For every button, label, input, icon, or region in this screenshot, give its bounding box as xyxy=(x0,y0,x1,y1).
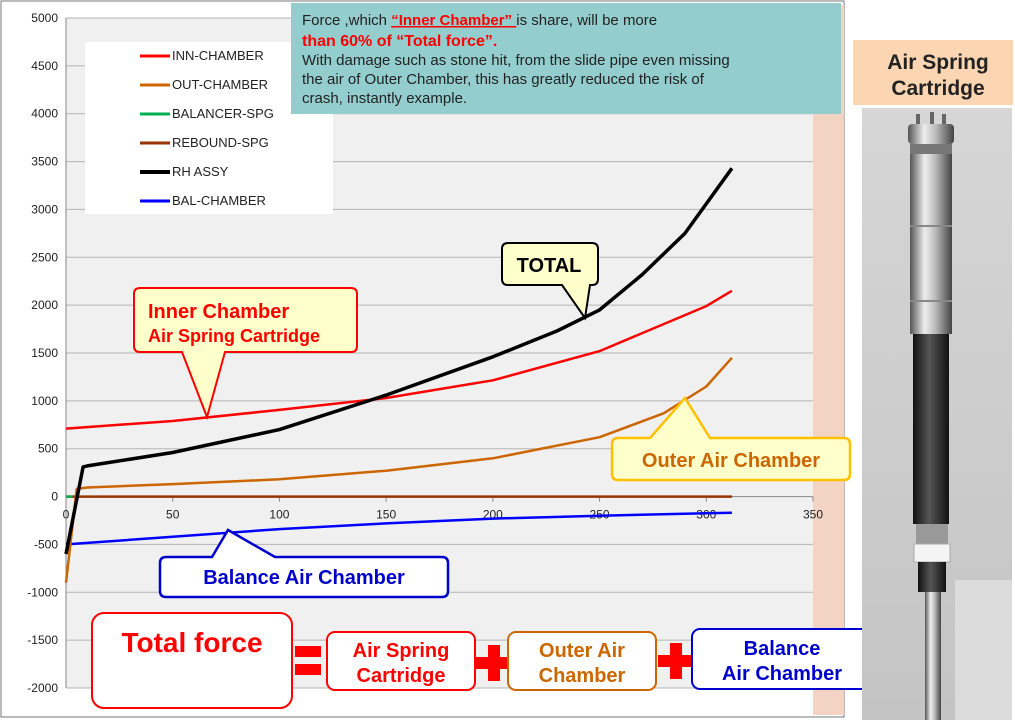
y-tick-label: 3500 xyxy=(31,155,58,169)
formula-term-2-line-2: Chamber xyxy=(539,665,626,687)
formula-term-3-line-1: Balance xyxy=(744,638,821,660)
y-tick-label: -1500 xyxy=(27,633,58,647)
info-line-4: the air of Outer Chamber, this has great… xyxy=(302,71,705,88)
plus-sign-1 xyxy=(476,645,512,681)
x-tick-label: 300 xyxy=(696,508,716,522)
callout-inner-chamber: Inner Chamber Air Spring Cartridge xyxy=(133,287,358,421)
info-line-1-c: is share, will be more xyxy=(516,12,657,29)
x-tick-label: 100 xyxy=(269,508,289,522)
y-tick-label: 3000 xyxy=(31,202,58,216)
callout-total-label: TOTAL xyxy=(517,255,582,277)
formula-row: Total force Air Spring Cartridge Outer A… xyxy=(91,612,873,709)
side-title-bg xyxy=(853,40,1013,105)
y-tick-label: -2000 xyxy=(27,681,58,695)
y-tick-label: 5000 xyxy=(31,11,58,25)
side-title-line-1: Air Spring xyxy=(887,51,989,74)
y-tick-label: 0 xyxy=(51,490,58,504)
y-tick-label: 4000 xyxy=(31,107,58,121)
series-line-bal-chamber xyxy=(65,511,732,546)
callout-inner-line-1: Inner Chamber xyxy=(148,301,289,323)
y-tick-label: 1500 xyxy=(31,346,58,360)
info-line-2: than 60% of “Total force”. xyxy=(302,33,497,50)
legend-label: RH ASSY xyxy=(172,164,229,179)
callout-inner-line-2: Air Spring Cartridge xyxy=(148,326,320,346)
legend-label: BALANCER-SPG xyxy=(172,106,274,121)
formula-term-2-line-1: Outer Air xyxy=(539,640,625,662)
callout-outer-label: Outer Air Chamber xyxy=(642,450,820,472)
series-line-rh-assy xyxy=(64,167,734,555)
info-box: Force ,which “Inner Chamber” is share, w… xyxy=(291,3,841,114)
formula-term-1-line-1: Air Spring xyxy=(353,640,450,662)
y-tick-label: -1000 xyxy=(27,585,58,599)
callout-balance-label: Balance Air Chamber xyxy=(203,567,405,589)
side-title-line-2: Cartridge xyxy=(891,77,984,100)
plot-right-margin xyxy=(813,5,844,715)
formula-total-box xyxy=(91,612,293,709)
x-tick-label: 150 xyxy=(376,508,396,522)
legend-label: REBOUND-SPG xyxy=(172,135,269,150)
callout-total-shape xyxy=(501,242,599,321)
info-line-5: crash, instantly example. xyxy=(302,90,467,107)
air-spring-cartridge-photo xyxy=(862,108,1012,720)
equals-sign xyxy=(295,646,321,675)
formula-term-1-box xyxy=(326,631,476,691)
callout-balance-shape xyxy=(158,528,450,599)
formula-term-1-line-2: Cartridge xyxy=(357,665,446,687)
legend-label: INN-CHAMBER xyxy=(172,48,264,63)
info-line-1: Force ,which “Inner Chamber” is share, w… xyxy=(302,12,657,29)
y-tick-label: 2000 xyxy=(31,298,58,312)
y-tick-label: 4500 xyxy=(31,59,58,73)
legend-label: OUT-CHAMBER xyxy=(172,77,268,92)
y-tick-label: 500 xyxy=(38,442,58,456)
callout-total: TOTAL xyxy=(501,242,599,321)
x-tick-label: 0 xyxy=(63,508,70,522)
info-box-bg xyxy=(291,3,841,114)
info-line-3: With damage such as stone hit, from the … xyxy=(302,52,730,69)
callout-inner-shape xyxy=(133,287,358,421)
y-tick-label: -500 xyxy=(34,537,58,551)
y-tick-label: 1000 xyxy=(31,394,58,408)
series-line-inn-chamber xyxy=(65,289,733,430)
formula-term-3-line-2: Air Chamber xyxy=(722,663,842,685)
callout-balance-chamber: Balance Air Chamber xyxy=(158,528,450,599)
info-line-1-a: Force ,which xyxy=(302,12,391,29)
legend: INN-CHAMBER OUT-CHAMBER BALANCER-SPG REBOUN… xyxy=(140,48,274,208)
side-panel: Air Spring Cartridge xyxy=(853,40,1013,720)
y-axis: -2000 -1500 -1000 -500 0 500 1000 1500 2000 2500 3… xyxy=(27,11,67,695)
callout-outer-chamber: Outer Air Chamber xyxy=(610,395,852,482)
plus-sign-2 xyxy=(658,643,694,679)
legend-label: BAL-CHAMBER xyxy=(172,193,266,208)
formula-total-label: Total force xyxy=(121,627,262,658)
formula-term-2-box xyxy=(507,631,657,691)
callout-outer-shape xyxy=(610,395,852,482)
y-tick-label: 2500 xyxy=(31,250,58,264)
info-line-1-highlight: “Inner Chamber” xyxy=(391,12,516,29)
x-tick-label: 50 xyxy=(166,508,180,522)
x-tick-label: 350 xyxy=(803,508,823,522)
